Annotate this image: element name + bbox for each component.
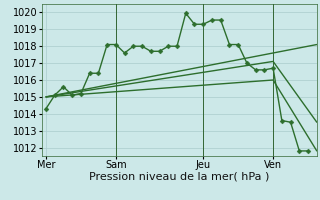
- X-axis label: Pression niveau de la mer( hPa ): Pression niveau de la mer( hPa ): [89, 172, 269, 182]
